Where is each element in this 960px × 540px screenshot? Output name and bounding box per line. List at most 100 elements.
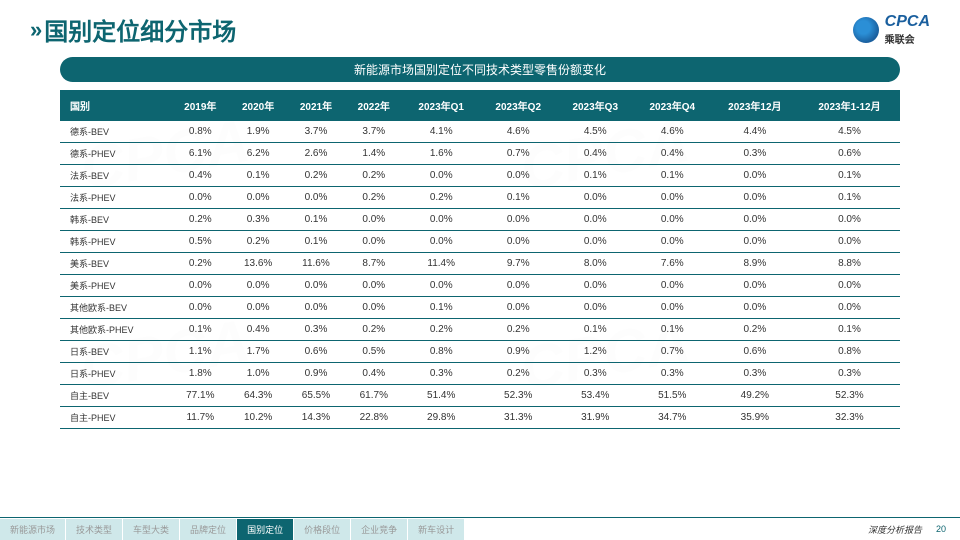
cell-value: 2.6% bbox=[287, 143, 345, 165]
footer-tab[interactable]: 品牌定位 bbox=[180, 519, 236, 540]
cell-value: 0.1% bbox=[799, 319, 900, 341]
cell-value: 61.7% bbox=[345, 385, 403, 407]
cell-value: 0.0% bbox=[557, 187, 634, 209]
column-header: 2020年 bbox=[229, 90, 287, 121]
cell-value: 0.0% bbox=[634, 275, 711, 297]
cell-value: 0.4% bbox=[557, 143, 634, 165]
cell-value: 0.0% bbox=[634, 209, 711, 231]
cell-value: 0.0% bbox=[480, 165, 557, 187]
page-title: 国别定位细分市场 bbox=[44, 12, 236, 47]
footer-tab[interactable]: 企业竞争 bbox=[351, 519, 407, 540]
footer-tab[interactable]: 国别定位 bbox=[237, 519, 293, 540]
cell-value: 1.1% bbox=[171, 341, 229, 363]
column-header: 2023年Q4 bbox=[634, 90, 711, 121]
cell-value: 0.3% bbox=[403, 363, 480, 385]
row-label: 美系-BEV bbox=[60, 253, 171, 275]
row-label: 美系-PHEV bbox=[60, 275, 171, 297]
cell-value: 52.3% bbox=[480, 385, 557, 407]
column-header: 2023年12月 bbox=[711, 90, 799, 121]
cell-value: 0.0% bbox=[480, 231, 557, 253]
cell-value: 0.3% bbox=[287, 319, 345, 341]
footer-tab[interactable]: 新车设计 bbox=[408, 519, 464, 540]
cell-value: 0.1% bbox=[634, 319, 711, 341]
table-row: 自主-BEV77.1%64.3%65.5%61.7%51.4%52.3%53.4… bbox=[60, 385, 900, 407]
cell-value: 0.1% bbox=[480, 187, 557, 209]
row-label: 自主-PHEV bbox=[60, 407, 171, 429]
report-label: 深度分析报告 bbox=[868, 523, 922, 536]
cell-value: 64.3% bbox=[229, 385, 287, 407]
cell-value: 4.1% bbox=[403, 121, 480, 143]
cell-value: 0.0% bbox=[403, 209, 480, 231]
cell-value: 0.0% bbox=[345, 297, 403, 319]
cell-value: 0.1% bbox=[287, 231, 345, 253]
cell-value: 0.0% bbox=[229, 297, 287, 319]
cell-value: 0.0% bbox=[634, 297, 711, 319]
logo-subtitle: 乘联会 bbox=[885, 31, 930, 46]
table-row: 德系-BEV0.8%1.9%3.7%3.7%4.1%4.6%4.5%4.6%4.… bbox=[60, 121, 900, 143]
cell-value: 49.2% bbox=[711, 385, 799, 407]
cell-value: 0.0% bbox=[403, 231, 480, 253]
cell-value: 0.1% bbox=[634, 165, 711, 187]
footer-tab[interactable]: 价格段位 bbox=[294, 519, 350, 540]
cell-value: 34.7% bbox=[634, 407, 711, 429]
cell-value: 0.0% bbox=[799, 275, 900, 297]
cell-value: 0.0% bbox=[557, 275, 634, 297]
cell-value: 0.9% bbox=[480, 341, 557, 363]
table-row: 日系-PHEV1.8%1.0%0.9%0.4%0.3%0.2%0.3%0.3%0… bbox=[60, 363, 900, 385]
cell-value: 0.0% bbox=[345, 275, 403, 297]
cell-value: 0.0% bbox=[287, 275, 345, 297]
page-number: 20 bbox=[936, 524, 946, 534]
column-header: 2019年 bbox=[171, 90, 229, 121]
column-header: 2023年Q1 bbox=[403, 90, 480, 121]
cell-value: 0.1% bbox=[799, 187, 900, 209]
cell-value: 0.1% bbox=[171, 319, 229, 341]
cell-value: 3.7% bbox=[345, 121, 403, 143]
cell-value: 1.0% bbox=[229, 363, 287, 385]
cell-value: 7.6% bbox=[634, 253, 711, 275]
cell-value: 0.0% bbox=[480, 209, 557, 231]
cell-value: 0.2% bbox=[480, 319, 557, 341]
table-row: 韩系-BEV0.2%0.3%0.1%0.0%0.0%0.0%0.0%0.0%0.… bbox=[60, 209, 900, 231]
cell-value: 0.4% bbox=[634, 143, 711, 165]
footer-tab[interactable]: 技术类型 bbox=[66, 519, 122, 540]
cell-value: 0.0% bbox=[557, 209, 634, 231]
cell-value: 0.2% bbox=[345, 187, 403, 209]
cell-value: 9.7% bbox=[480, 253, 557, 275]
cell-value: 0.0% bbox=[345, 209, 403, 231]
cell-value: 0.0% bbox=[799, 209, 900, 231]
cell-value: 0.3% bbox=[799, 363, 900, 385]
cell-value: 0.0% bbox=[480, 297, 557, 319]
cell-value: 0.4% bbox=[345, 363, 403, 385]
column-header: 2023年Q2 bbox=[480, 90, 557, 121]
cell-value: 0.2% bbox=[287, 165, 345, 187]
table-row: 韩系-PHEV0.5%0.2%0.1%0.0%0.0%0.0%0.0%0.0%0… bbox=[60, 231, 900, 253]
cell-value: 0.2% bbox=[345, 165, 403, 187]
footer-tab[interactable]: 新能源市场 bbox=[0, 519, 65, 540]
cell-value: 0.0% bbox=[799, 297, 900, 319]
table-row: 美系-BEV0.2%13.6%11.6%8.7%11.4%9.7%8.0%7.6… bbox=[60, 253, 900, 275]
cell-value: 0.4% bbox=[171, 165, 229, 187]
cell-value: 0.0% bbox=[711, 231, 799, 253]
cell-value: 4.5% bbox=[557, 121, 634, 143]
cell-value: 0.1% bbox=[799, 165, 900, 187]
cell-value: 6.2% bbox=[229, 143, 287, 165]
cell-value: 0.2% bbox=[403, 319, 480, 341]
chevron-icon: » bbox=[30, 17, 36, 43]
cell-value: 0.3% bbox=[634, 363, 711, 385]
cell-value: 0.4% bbox=[229, 319, 287, 341]
footer: 新能源市场技术类型车型大类品牌定位国别定位价格段位企业竞争新车设计 深度分析报告… bbox=[0, 518, 960, 540]
column-header: 2023年1-12月 bbox=[799, 90, 900, 121]
cell-value: 0.1% bbox=[403, 297, 480, 319]
cell-value: 32.3% bbox=[799, 407, 900, 429]
cell-value: 1.7% bbox=[229, 341, 287, 363]
table-row: 其他欧系-PHEV0.1%0.4%0.3%0.2%0.2%0.2%0.1%0.1… bbox=[60, 319, 900, 341]
cell-value: 0.0% bbox=[557, 231, 634, 253]
row-label: 韩系-PHEV bbox=[60, 231, 171, 253]
cell-value: 1.8% bbox=[171, 363, 229, 385]
cell-value: 1.9% bbox=[229, 121, 287, 143]
cell-value: 0.0% bbox=[480, 275, 557, 297]
row-label: 法系-PHEV bbox=[60, 187, 171, 209]
footer-tab[interactable]: 车型大类 bbox=[123, 519, 179, 540]
cell-value: 4.6% bbox=[480, 121, 557, 143]
cell-value: 14.3% bbox=[287, 407, 345, 429]
